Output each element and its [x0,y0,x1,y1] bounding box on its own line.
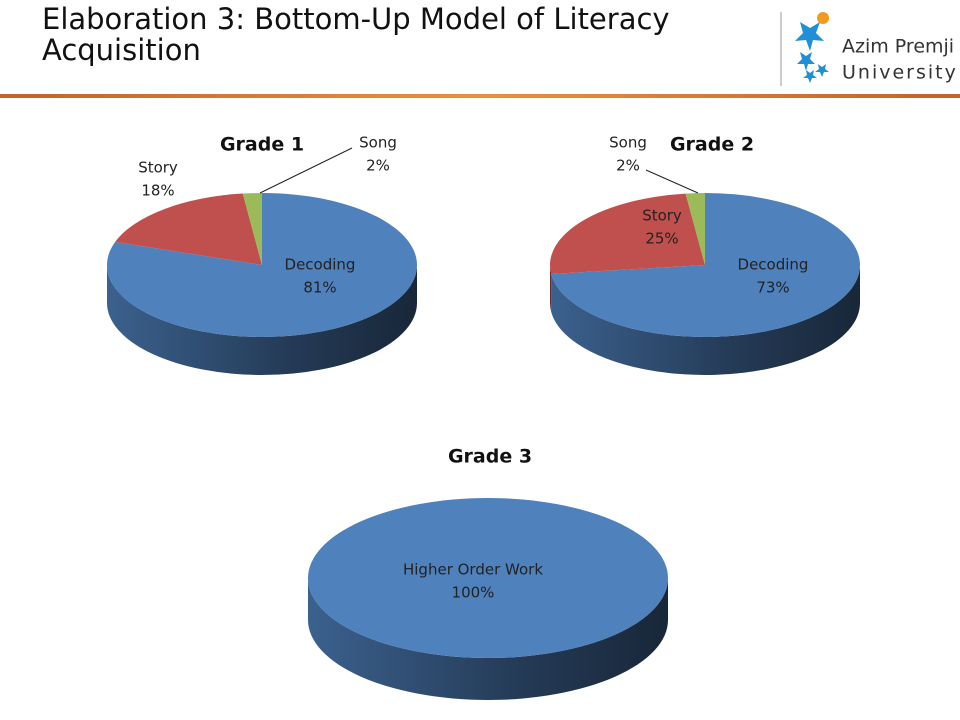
logo-text: Azim Premji [842,36,954,58]
chart-title: Grade 1 [220,134,304,156]
leader-line [645,169,699,194]
slice [550,193,705,275]
data-label: 18% [141,182,174,200]
data-label: 81% [303,279,336,297]
slice-side [550,265,552,313]
slice-side [551,265,860,375]
logo-text: University [842,62,958,84]
data-label: 2% [616,157,640,175]
data-label: 2% [366,157,390,175]
data-label-name: Story [642,207,682,225]
chart-title: Grade 2 [670,134,754,156]
data-label-name: Decoding [285,256,356,274]
header-rule [0,94,960,98]
data-label-name: Higher Order Work [403,561,543,579]
slice [551,193,860,338]
data-label-name: Story [138,159,178,177]
slice [308,498,668,658]
data-label-name: Song [359,134,397,152]
chart-title: Grade 3 [448,446,532,468]
data-label-name: Song [609,134,647,152]
data-label-name: Decoding [738,256,809,274]
leader-line [259,147,353,194]
slice-side [107,265,417,375]
data-label: 100% [452,584,495,602]
slide-title: Elaboration 3: Bottom-Up Model of Litera… [42,2,670,67]
slice [115,193,262,265]
slice-side [308,578,668,700]
slice [685,193,705,265]
logo-icon [795,12,829,83]
slice [107,193,418,337]
data-label: 73% [756,279,789,297]
data-label: 25% [645,230,678,248]
slice [242,193,262,265]
